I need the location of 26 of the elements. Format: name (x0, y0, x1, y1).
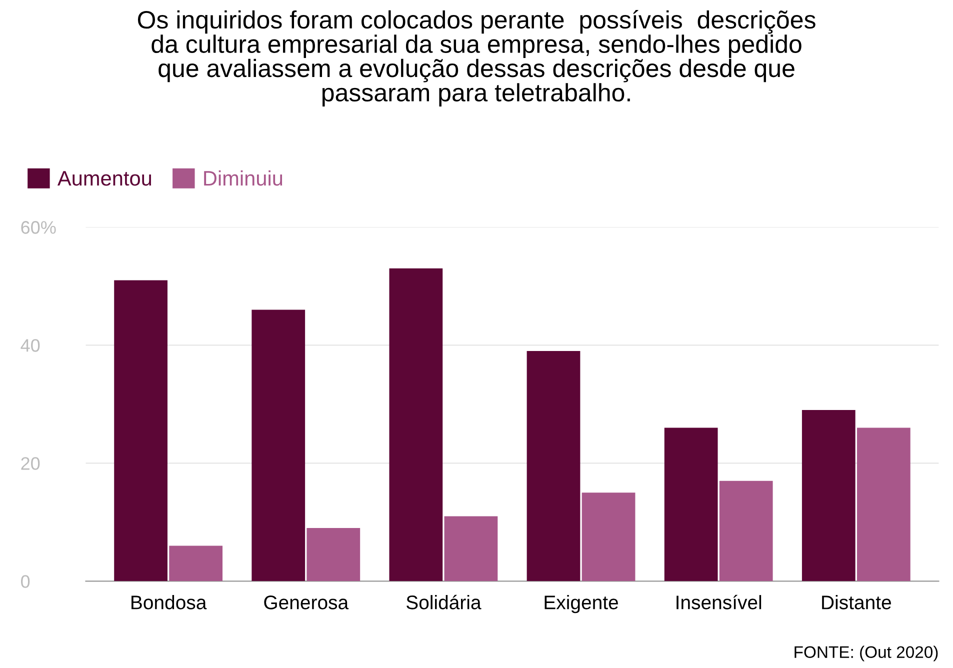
bar (114, 280, 168, 582)
bar (306, 528, 360, 582)
y-tick-label: 60% (21, 221, 56, 234)
x-tick-label: Solidária (406, 594, 482, 610)
source-note: FONTE: (Out 2020) (794, 646, 938, 662)
bar (252, 310, 306, 582)
bar (444, 516, 498, 582)
x-tick-label: Generosa (264, 596, 349, 610)
y-tick-label: 0 (21, 575, 30, 588)
bar (389, 268, 443, 582)
y-tick-label: 20 (21, 457, 40, 470)
legend-label: Aumentou (57, 171, 152, 186)
bar (856, 428, 910, 582)
bar (664, 428, 718, 582)
x-tick-label: Bondosa (132, 595, 207, 610)
bar (169, 546, 223, 582)
x-tick-label: Insensível (676, 594, 762, 610)
chart-title: Os inquiridos foram colocados perante possíveis descrições da cultura empresarial da sua empresa, sendo-lhes pedido que avaliassem a evolução dessas descrições desde que passaram para teletrabalho. (138, 10, 816, 106)
bar (526, 351, 580, 582)
x-tick-label: Distante (822, 595, 891, 610)
legend-label: Diminuiu (204, 170, 282, 186)
bar (719, 480, 773, 582)
x-tick-label: Exigente (544, 595, 618, 614)
y-tick-label: 40 (20, 339, 40, 352)
bar (802, 410, 856, 582)
bar (582, 492, 636, 582)
